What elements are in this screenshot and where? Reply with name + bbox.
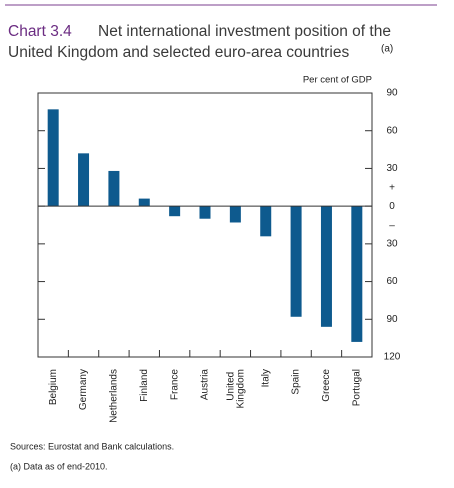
x-tick-label: Portugal [351, 369, 362, 406]
bar [47, 109, 59, 207]
x-tick-label: Netherlands [109, 369, 120, 423]
y-tick-label: 60 [386, 276, 398, 287]
bar [138, 198, 150, 207]
x-tick-label: Spain [291, 369, 302, 395]
y-tick-label: 0 [389, 201, 395, 212]
x-tick-label: Greece [321, 369, 332, 402]
bar [199, 206, 211, 219]
x-tick-label: Germany [78, 369, 89, 410]
y-tick-label: 90 [386, 314, 398, 325]
x-tick-label: Finland [139, 369, 150, 402]
bar [290, 206, 302, 317]
x-tick-label: Belgium [48, 369, 59, 405]
y-tick-label: 60 [386, 125, 398, 136]
bar [229, 206, 241, 223]
chart-title: United Kingdom and selected euro-area co… [8, 44, 349, 61]
y-tick-label: 30 [386, 163, 398, 174]
title-note: (a) [381, 44, 393, 55]
bar [108, 170, 120, 207]
y-tick-label: 90 [386, 88, 398, 99]
sign-label: + [389, 183, 395, 194]
bar [351, 206, 363, 342]
x-tick-label: Italy [260, 369, 271, 387]
sign-label: – [389, 221, 395, 232]
chart-label: Chart 3.4 [8, 23, 72, 40]
x-tick-label: United Kingdom [225, 369, 246, 408]
bar [320, 206, 332, 327]
bar [78, 153, 90, 207]
bar [260, 206, 272, 237]
x-tick-label: France [169, 369, 180, 401]
y-tick-label: 30 [386, 238, 398, 249]
y-tick-label: 120 [384, 352, 401, 363]
sources: Sources: Eurostat and Bank calculations. [10, 441, 174, 451]
chart-title: Net international investment position of… [98, 23, 391, 40]
unit-label: Per cent of GDP [303, 75, 372, 86]
bar [169, 206, 181, 217]
footnote: (a) Data as of end-2010. [10, 461, 108, 471]
plot-frame [37, 92, 373, 358]
x-tick-label: Austria [200, 369, 211, 401]
